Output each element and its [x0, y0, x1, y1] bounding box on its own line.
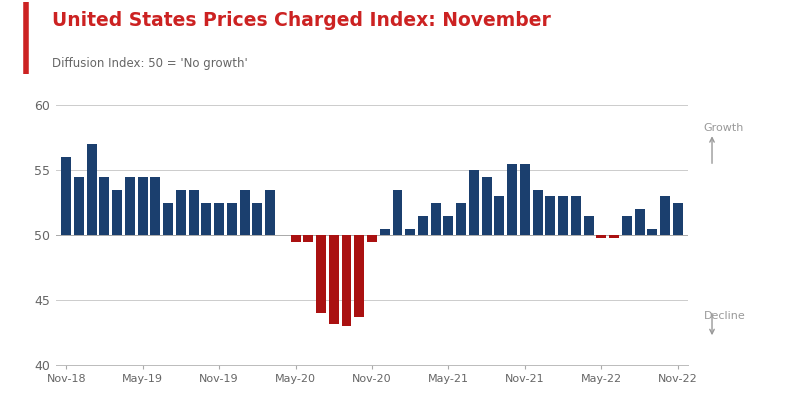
Bar — [354, 235, 364, 317]
Bar — [647, 229, 658, 235]
Bar — [252, 203, 262, 235]
Bar — [303, 235, 314, 242]
Bar — [584, 216, 594, 235]
Bar — [189, 190, 198, 235]
Bar — [430, 203, 441, 235]
Bar — [74, 177, 84, 235]
Bar — [558, 197, 568, 235]
Text: Decline: Decline — [704, 311, 746, 321]
Bar — [393, 190, 402, 235]
Bar — [634, 210, 645, 235]
Bar — [316, 235, 326, 313]
Bar — [482, 177, 492, 235]
Bar — [227, 203, 237, 235]
Bar — [520, 164, 530, 235]
Bar — [494, 197, 504, 235]
Bar — [443, 216, 454, 235]
Bar — [202, 203, 211, 235]
Bar — [418, 216, 428, 235]
Bar — [163, 203, 173, 235]
Bar — [533, 190, 542, 235]
Bar — [150, 177, 160, 235]
Bar — [456, 203, 466, 235]
Bar — [546, 197, 555, 235]
Text: Growth: Growth — [704, 123, 744, 134]
Bar — [240, 190, 250, 235]
Bar — [112, 190, 122, 235]
Bar — [176, 190, 186, 235]
Bar — [673, 203, 682, 235]
Bar — [342, 235, 351, 326]
Text: Diffusion Index: 50 = 'No growth': Diffusion Index: 50 = 'No growth' — [52, 57, 248, 70]
Bar — [406, 229, 415, 235]
Bar — [469, 171, 479, 235]
Bar — [660, 197, 670, 235]
Bar — [507, 164, 517, 235]
Bar — [609, 235, 619, 238]
Bar — [62, 158, 71, 235]
Bar — [571, 197, 581, 235]
Bar — [622, 216, 632, 235]
Bar — [265, 190, 275, 235]
Bar — [86, 144, 97, 235]
Bar — [367, 235, 377, 242]
Bar — [380, 229, 390, 235]
Bar — [290, 235, 301, 242]
Bar — [329, 235, 338, 324]
Text: United States Prices Charged Index: November: United States Prices Charged Index: Nove… — [52, 10, 551, 29]
Bar — [125, 177, 135, 235]
Bar — [596, 235, 606, 238]
Bar — [138, 177, 148, 235]
Bar — [214, 203, 224, 235]
Bar — [99, 177, 110, 235]
